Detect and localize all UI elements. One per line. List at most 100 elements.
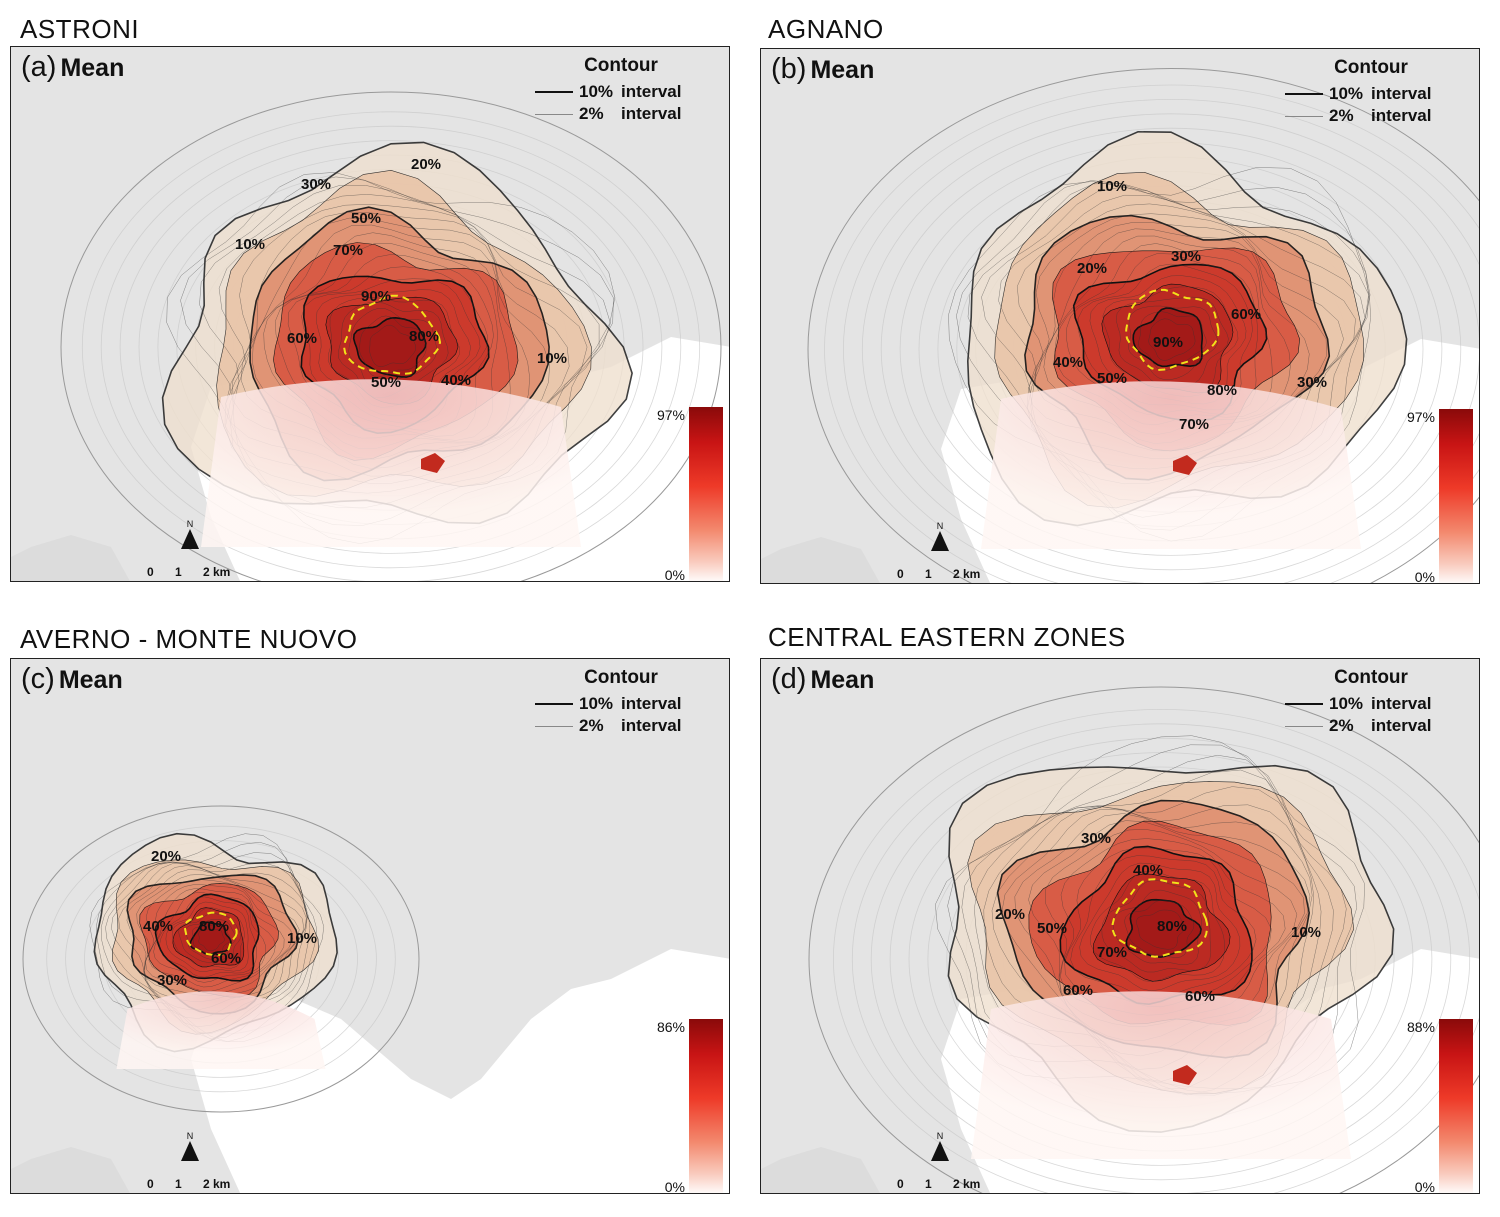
north-arrow-shape (931, 1141, 949, 1161)
panel-stat: Mean (810, 666, 875, 694)
contour-label: 60% (211, 950, 241, 967)
panel-label: (d) Mean (771, 663, 874, 696)
sea-contour-ring (861, 113, 1479, 583)
hazard-contour-band (1132, 307, 1203, 368)
legend-minor-pct: 2% (579, 716, 604, 735)
sea-contour-ring (100, 125, 682, 569)
legend-minor-text: interval (621, 104, 682, 123)
minor-contour (1124, 899, 1195, 958)
legend-row-minor: 2% interval (1285, 715, 1465, 737)
sea-contour-ring (81, 111, 701, 581)
contour-label: 10% (1291, 924, 1321, 941)
map-canvas: 20%30%50%10% 70%90%60% 80%50% 40%10% (11, 47, 729, 581)
sea-contour-ring (65, 840, 377, 1078)
contour-label: 80% (1207, 382, 1237, 399)
contour-label: 70% (333, 242, 363, 259)
contour-label: 40% (1133, 862, 1163, 879)
panel-label: (a) Mean (21, 51, 124, 84)
scale-tick-0: 0 (897, 1177, 904, 1191)
north-arrow-shape (181, 1141, 199, 1161)
contour-label: 50% (1037, 920, 1067, 937)
contour-label: 80% (199, 918, 229, 935)
panel-letter: (d) (771, 663, 807, 695)
vent-zone-outline (1124, 288, 1220, 372)
section-title-central-eastern: CENTRAL EASTERN ZONES (768, 622, 1126, 652)
legend-row-minor: 2% interval (1285, 105, 1465, 127)
island (11, 535, 130, 581)
panel-letter: (c) (21, 663, 55, 695)
north-arrow-shape (931, 531, 949, 551)
legend-minor-pct: 2% (1329, 106, 1354, 125)
section-title-agnano: AGNANO (768, 14, 884, 44)
hazard-contour-band (352, 316, 427, 378)
minor-contour (198, 929, 225, 952)
north-label: N (186, 519, 194, 529)
scale-tick-2: 2 km (953, 1177, 981, 1191)
scale-tick-1: 1 (925, 1177, 932, 1191)
sea-area (981, 381, 1361, 549)
minor-contour (1148, 318, 1196, 361)
legend-title: Contour (584, 667, 658, 688)
minor-line-swatch (535, 725, 573, 727)
contour-label: 10% (287, 930, 317, 947)
minor-line-swatch (1285, 115, 1323, 117)
probability-colorbar (1439, 409, 1473, 583)
legend-minor-text: interval (1371, 106, 1432, 125)
colorbar-min-label: 0% (664, 567, 685, 582)
north-arrow-icon: N (179, 1131, 201, 1161)
sea-contour-ring (880, 127, 1462, 571)
map-panel-d: 30% 40% 20% 50% 80% 10% 70% 60% 60% (d) Mean Conto… (760, 658, 1480, 1194)
legend-major-pct: 10% (579, 82, 614, 101)
legend-row-major: 10% interval (1285, 693, 1465, 715)
panel-label: (c) Mean (21, 663, 123, 696)
legend-major-text: interval (1371, 694, 1432, 713)
north-arrow-shape (181, 529, 199, 549)
contour-label: 20% (151, 848, 181, 865)
north-label: N (186, 1131, 194, 1141)
colorbar-max-label: 97% (656, 407, 685, 423)
contour-label: 60% (1231, 306, 1261, 323)
contour-label: 60% (287, 330, 317, 347)
legend-minor-pct: 2% (1329, 716, 1354, 735)
vent-zone-outline (183, 911, 238, 957)
legend-title: Contour (1334, 667, 1408, 688)
map-canvas: 20%40% 80%10%60%30% (11, 659, 729, 1193)
vent-zone-outline (1111, 878, 1209, 958)
contour-legend: Contour 10% interval 2% interval (535, 667, 715, 737)
contour-label: 20% (995, 906, 1025, 923)
minor-contour (1128, 305, 1218, 380)
colorbar-min-label: 0% (1414, 569, 1435, 584)
section-title-astroni: ASTRONI (20, 14, 140, 44)
legend-major-text: interval (621, 694, 682, 713)
legend-major-pct: 10% (1329, 694, 1364, 713)
sea-contour-ring (824, 84, 1479, 583)
legend-minor-text: interval (1371, 716, 1432, 735)
contour-label: 90% (1153, 334, 1183, 351)
legend-row-minor: 2% interval (535, 103, 715, 125)
legend-major-text: interval (621, 82, 682, 101)
minor-contour (1079, 862, 1241, 992)
minor-contour (185, 919, 237, 961)
probability-colorbar (689, 407, 723, 581)
major-line-swatch (535, 703, 573, 705)
contour-label: 40% (441, 372, 471, 389)
sea-contour-ring (870, 737, 1452, 1181)
legend-major-pct: 10% (1329, 84, 1364, 103)
vent-zone-outline (343, 294, 442, 375)
scale-tick-1: 1 (175, 565, 182, 579)
contour-label: 30% (1171, 248, 1201, 265)
major-line-swatch (535, 91, 573, 93)
outer-contour (808, 686, 1479, 1193)
scale-tick-1: 1 (925, 567, 932, 581)
outer-contour (807, 68, 1479, 583)
minor-contour (359, 315, 427, 378)
scale-tick-0: 0 (147, 1177, 154, 1191)
scale-tick-2: 2 km (203, 1177, 231, 1191)
minor-contour (1064, 847, 1272, 1008)
panel-stat: Mean (58, 666, 123, 694)
legend-title: Contour (584, 55, 658, 76)
sea-contour-ring (46, 825, 396, 1093)
contour-label: 70% (1097, 944, 1127, 961)
contour-label: 30% (1081, 830, 1111, 847)
legend-minor-text: interval (621, 716, 682, 735)
